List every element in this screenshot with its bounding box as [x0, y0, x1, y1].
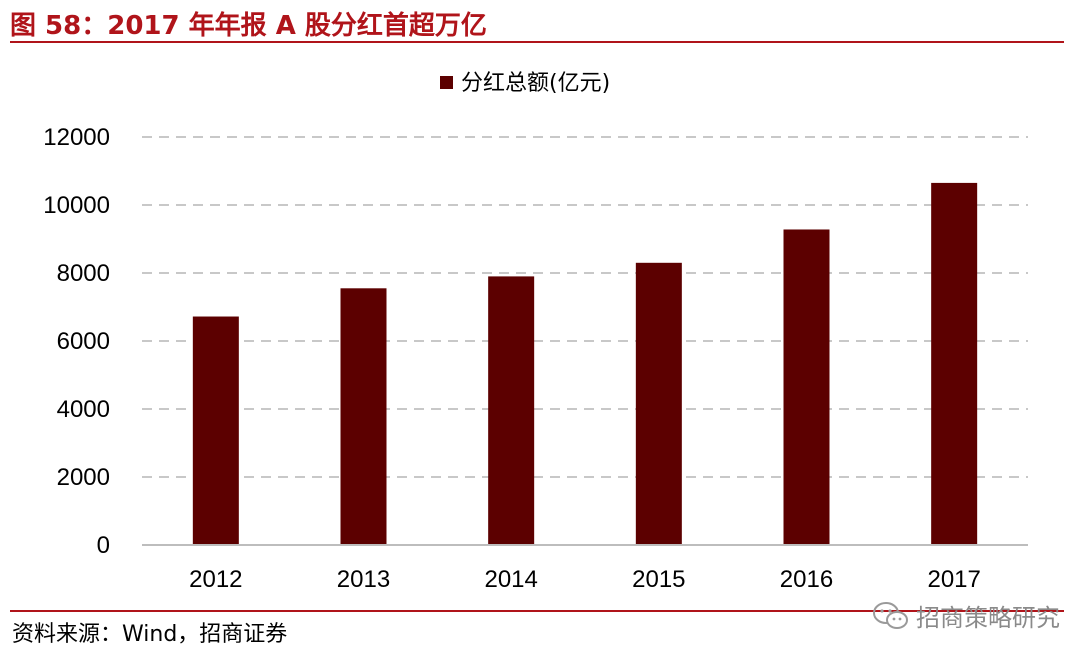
- x-tick-label: 2013: [337, 566, 390, 593]
- watermark-text: 招商策略研究: [916, 604, 1060, 632]
- legend-swatch: [440, 76, 453, 89]
- x-tick-label: 2015: [632, 566, 685, 593]
- bar-2015: [635, 262, 682, 545]
- y-tick-label: 8000: [57, 260, 110, 287]
- x-axis: 2012 2013 2014 2015 2016 2017: [142, 544, 1028, 593]
- bars: [192, 182, 978, 546]
- wechat-icon: [873, 601, 908, 629]
- source-note: 资料来源：Wind，招商证券: [12, 622, 288, 647]
- figure-title: 图 58：2017 年年报 A 股分红首超万亿: [10, 11, 487, 41]
- x-tick-label: 2014: [484, 566, 537, 593]
- bar-2012: [192, 316, 239, 545]
- title-rule: [10, 41, 1064, 43]
- bar-2017: [931, 182, 978, 545]
- source-rule: [10, 610, 1064, 612]
- legend-label: 分红总额(亿元): [461, 71, 610, 96]
- x-tick-label: 2012: [189, 566, 242, 593]
- y-axis: 0 2000 4000 6000 8000 10000 12000: [43, 124, 110, 559]
- gridlines: [142, 136, 1028, 478]
- y-tick-label: 4000: [57, 396, 110, 423]
- y-tick-label: 10000: [43, 192, 110, 219]
- x-tick-label: 2017: [927, 566, 980, 593]
- y-tick-label: 12000: [43, 124, 110, 151]
- watermark: 招商策略研究: [872, 598, 1060, 633]
- bar-2013: [340, 288, 387, 545]
- bar-2016: [783, 229, 830, 546]
- y-tick-label: 2000: [57, 464, 110, 491]
- bar-2014: [488, 276, 535, 545]
- x-tick-label: 2016: [780, 566, 833, 593]
- chart-legend: 分红总额(亿元): [440, 71, 610, 96]
- y-tick-label: 0: [97, 532, 110, 559]
- y-tick-label: 6000: [57, 328, 110, 355]
- bar-chart: 分红总额(亿元) 0 2000 4000 6000 8000 10000 12000 201…: [43, 71, 1028, 593]
